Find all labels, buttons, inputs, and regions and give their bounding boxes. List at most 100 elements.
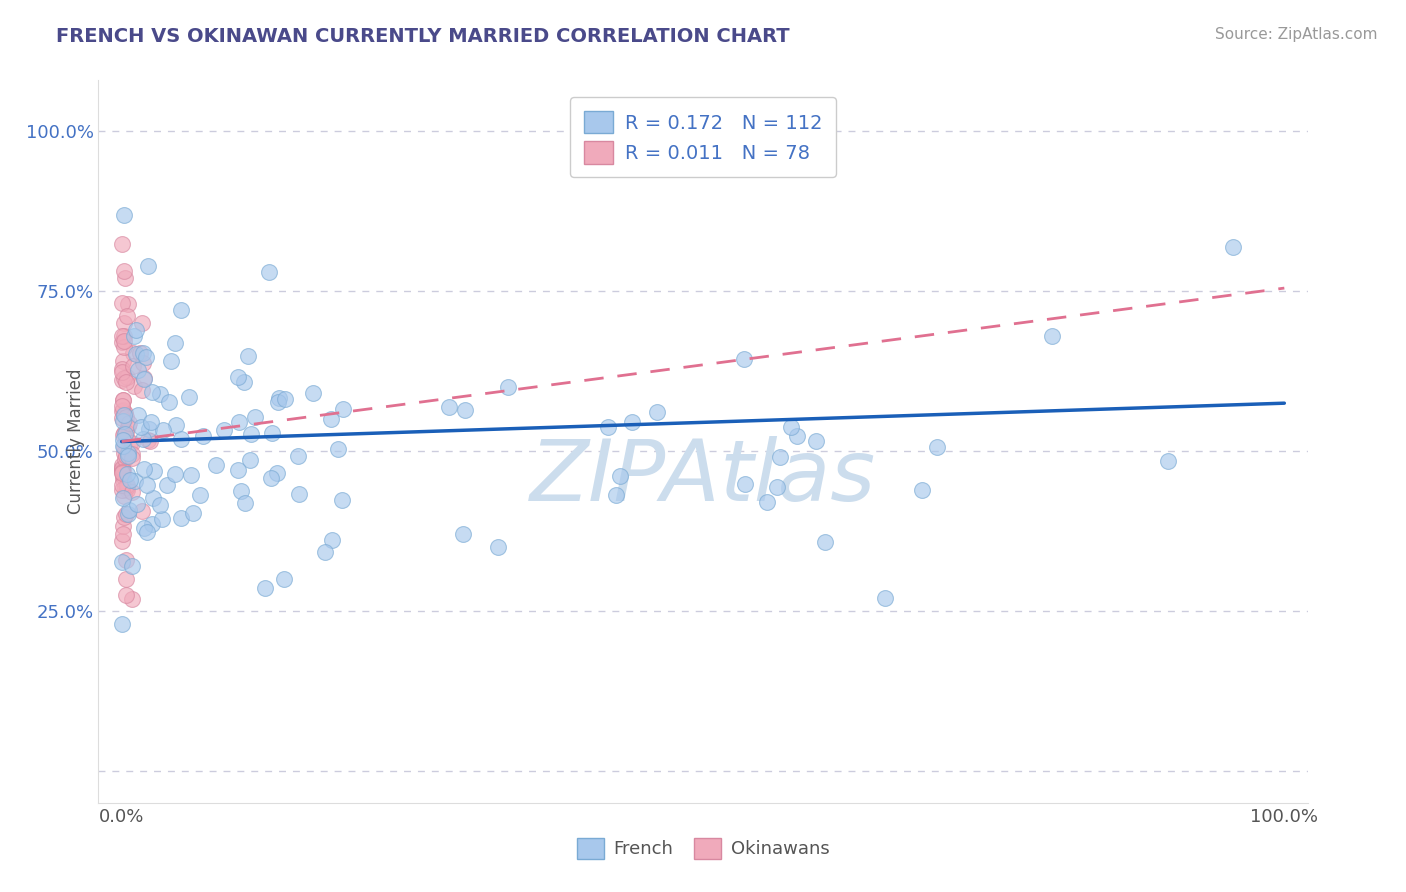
- Text: FRENCH VS OKINAWAN CURRENTLY MARRIED CORRELATION CHART: FRENCH VS OKINAWAN CURRENTLY MARRIED COR…: [56, 27, 790, 45]
- Point: [239, 427, 262, 442]
- Point: [132, 372, 155, 386]
- Point: [111, 373, 134, 387]
- Point: [287, 449, 309, 463]
- Point: [131, 356, 153, 370]
- Point: [112, 334, 135, 349]
- Point: [111, 462, 134, 476]
- Point: [231, 484, 253, 499]
- Point: [117, 297, 139, 311]
- Point: [1222, 239, 1244, 253]
- Point: [136, 525, 159, 540]
- Point: [142, 491, 165, 505]
- Point: [129, 345, 152, 359]
- Point: [115, 480, 138, 494]
- Point: [160, 354, 183, 368]
- Point: [226, 463, 249, 477]
- Point: [111, 329, 134, 343]
- Point: [131, 383, 153, 397]
- Point: [112, 208, 135, 222]
- Point: [125, 498, 148, 512]
- Point: [114, 588, 136, 602]
- Point: [124, 474, 146, 488]
- Point: [111, 478, 134, 492]
- Point: [769, 450, 792, 464]
- Point: [122, 359, 145, 373]
- Point: [111, 433, 134, 447]
- Point: [804, 434, 827, 448]
- Point: [330, 492, 353, 507]
- Text: Source: ZipAtlas.com: Source: ZipAtlas.com: [1215, 27, 1378, 42]
- Point: [1040, 329, 1063, 343]
- Point: [111, 361, 134, 376]
- Point: [236, 349, 259, 363]
- Point: [204, 458, 226, 473]
- Point: [121, 485, 143, 500]
- Point: [498, 379, 520, 393]
- Point: [273, 572, 295, 586]
- Point: [122, 378, 145, 392]
- Point: [111, 465, 134, 479]
- Point: [274, 392, 297, 406]
- Point: [127, 363, 149, 377]
- Point: [454, 403, 477, 417]
- Point: [734, 476, 756, 491]
- Point: [114, 452, 136, 467]
- Point: [114, 406, 136, 420]
- Point: [288, 486, 311, 500]
- Point: [117, 370, 139, 384]
- Point: [111, 466, 134, 480]
- Point: [114, 376, 136, 390]
- Point: [152, 423, 174, 437]
- Point: [169, 432, 191, 446]
- Point: [112, 425, 135, 440]
- Point: [733, 351, 755, 366]
- Point: [181, 506, 204, 520]
- Point: [139, 434, 162, 449]
- Point: [319, 412, 342, 426]
- Point: [132, 346, 155, 360]
- Point: [645, 405, 668, 419]
- Point: [112, 393, 135, 408]
- Point: [609, 469, 631, 483]
- Point: [111, 518, 134, 533]
- Point: [111, 439, 134, 453]
- Point: [112, 371, 135, 385]
- Point: [121, 447, 143, 461]
- Point: [117, 418, 139, 433]
- Point: [235, 495, 257, 509]
- Point: [141, 516, 163, 531]
- Point: [112, 462, 135, 476]
- Point: [165, 467, 187, 481]
- Point: [131, 504, 153, 518]
- Point: [112, 491, 135, 505]
- Point: [180, 468, 202, 483]
- Point: [111, 237, 134, 252]
- Point: [245, 409, 267, 424]
- Point: [115, 410, 138, 425]
- Point: [786, 429, 808, 443]
- Point: [135, 350, 157, 364]
- Point: [111, 354, 134, 368]
- Point: [114, 449, 136, 463]
- Point: [259, 265, 281, 279]
- Point: [136, 434, 159, 448]
- Point: [121, 592, 143, 607]
- Point: [112, 414, 135, 428]
- Point: [111, 366, 134, 380]
- Point: [112, 427, 135, 442]
- Point: [122, 346, 145, 360]
- Point: [111, 483, 134, 498]
- Point: [157, 394, 180, 409]
- Point: [111, 469, 134, 483]
- Point: [131, 432, 153, 446]
- Point: [141, 385, 163, 400]
- Point: [451, 526, 474, 541]
- Point: [260, 471, 283, 485]
- Point: [136, 259, 159, 273]
- Point: [228, 415, 250, 429]
- Point: [111, 473, 134, 487]
- Point: [115, 572, 138, 586]
- Point: [328, 442, 350, 456]
- Point: [780, 419, 803, 434]
- Point: [117, 309, 139, 323]
